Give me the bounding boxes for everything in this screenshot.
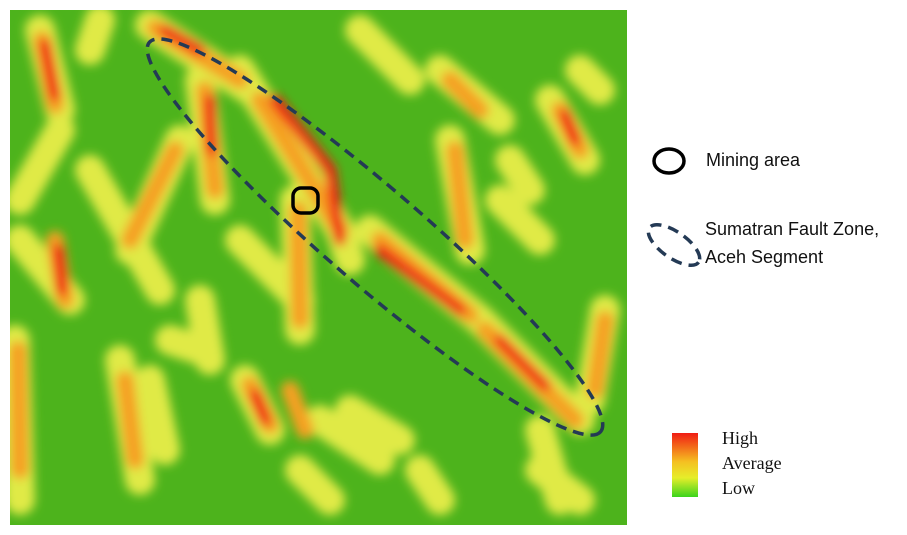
density-streaks — [10, 10, 620, 515]
legend-mining-area-label: Mining area — [706, 150, 801, 170]
map-background — [10, 10, 627, 525]
legend-fault-zone-label-line1: Sumatran Fault Zone, — [705, 219, 880, 239]
color-ramp — [672, 433, 698, 497]
fault-zone-legend-icon — [646, 223, 702, 267]
mining-area-outline — [291, 186, 320, 215]
fault-zone-outline — [145, 37, 605, 437]
scale-low-label: Low — [722, 478, 755, 498]
scale-average-label: Average — [722, 453, 782, 473]
legend-fault-zone-label-line2: Aceh Segment — [705, 247, 824, 267]
scale-high-label: High — [722, 428, 758, 448]
mining-area-legend-icon — [652, 147, 686, 175]
